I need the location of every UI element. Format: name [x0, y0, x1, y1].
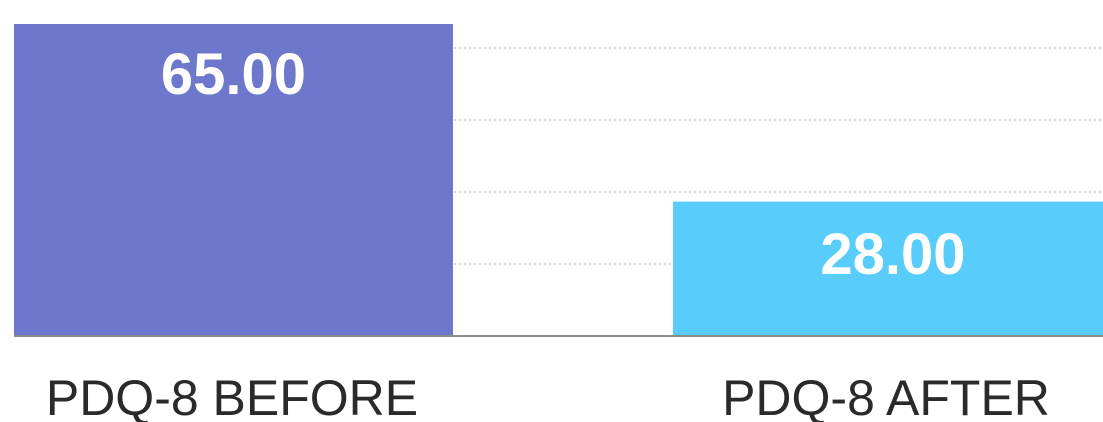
bar-value-label-1: 65.00	[161, 42, 306, 107]
x-tick-label-2: PDQ-8 AFTER	[722, 370, 1050, 422]
bars	[14, 24, 1103, 336]
value-labels: 65.00 28.00	[161, 42, 966, 287]
bar-1	[14, 24, 453, 336]
bar-2	[673, 201, 1103, 336]
x-tick-label-1: PDQ-8 BEFORE	[46, 370, 418, 422]
bar-value-label-2: 28.00	[820, 222, 965, 287]
x-tick-labels: PDQ-8 BEFORE PDQ-8 AFTER	[46, 370, 1050, 422]
